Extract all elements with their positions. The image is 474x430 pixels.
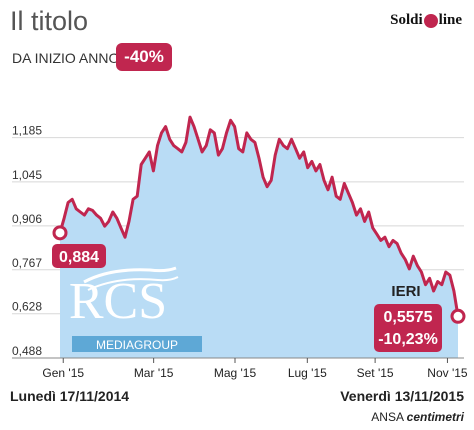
- rcs-logo-swoosh-1: [83, 266, 177, 284]
- x-tick-label: Nov '15: [427, 366, 468, 380]
- end-point-marker: [450, 308, 466, 324]
- x-axis-ticks: Gen '15 Mar '15 Mag '15 Lug '15 Set '15 Nov '…: [12, 357, 468, 380]
- rcs-logo-swoosh-2: [87, 276, 179, 291]
- rcs-logo: RCS MEDIAGROUP: [69, 266, 202, 352]
- x-tick-label: Mar '15: [134, 366, 174, 380]
- end-change-text: -10,23%: [378, 331, 438, 348]
- end-value-text: 0,5575: [384, 309, 433, 326]
- start-date: Lunedì 17/11/2014: [10, 388, 130, 404]
- area-layer: [60, 117, 458, 358]
- x-tick-label: Mag '15: [214, 366, 257, 380]
- end-label-heading: IERI: [391, 283, 420, 300]
- brand-dot-icon: [423, 13, 438, 28]
- end-date: Venerdì 13/11/2015: [340, 388, 464, 404]
- change-badge: -40%: [116, 43, 172, 71]
- brand-logo: Soldi line: [390, 12, 462, 29]
- x-tick-label: Set '15: [357, 366, 394, 380]
- subtitle: DA INIZIO ANNO: [12, 50, 120, 66]
- brand-left-text: Soldi: [390, 12, 423, 28]
- end-label-badge: [374, 304, 442, 352]
- mediagroup-bar: [72, 336, 202, 352]
- mediagroup-text: MEDIAGROUP: [96, 338, 178, 352]
- x-tick-label: Lug '15: [288, 366, 327, 380]
- credit-logo: centimetri: [406, 410, 464, 424]
- brand-right-text: line: [438, 12, 462, 28]
- y-tick-label: 1,185: [12, 124, 42, 138]
- y-tick-label: 1,045: [12, 168, 42, 182]
- series-area: [60, 117, 458, 358]
- y-tick-label: 0,628: [12, 300, 42, 314]
- y-tick-label: 0,488: [12, 344, 42, 358]
- series-line: [58, 115, 460, 317]
- y-tick-label: 0,906: [12, 212, 42, 226]
- y-tick-label: 0,767: [12, 256, 42, 270]
- start-label-badge: [52, 244, 106, 268]
- start-label-text: 0,884: [59, 249, 99, 266]
- start-point-marker: [52, 225, 68, 241]
- page-title: Il titolo: [10, 6, 89, 36]
- credit-agency: ANSA: [371, 410, 404, 424]
- line-layer: [58, 115, 460, 317]
- markers: 0,884 IERI 0,5575 -10,23%: [52, 225, 466, 352]
- x-tick-label: Gen '15: [42, 366, 84, 380]
- y-axis-ticks: 1,185 1,045 0,906 0,767 0,628 0,488: [12, 124, 42, 358]
- credit: ANSA centimetri: [371, 410, 464, 424]
